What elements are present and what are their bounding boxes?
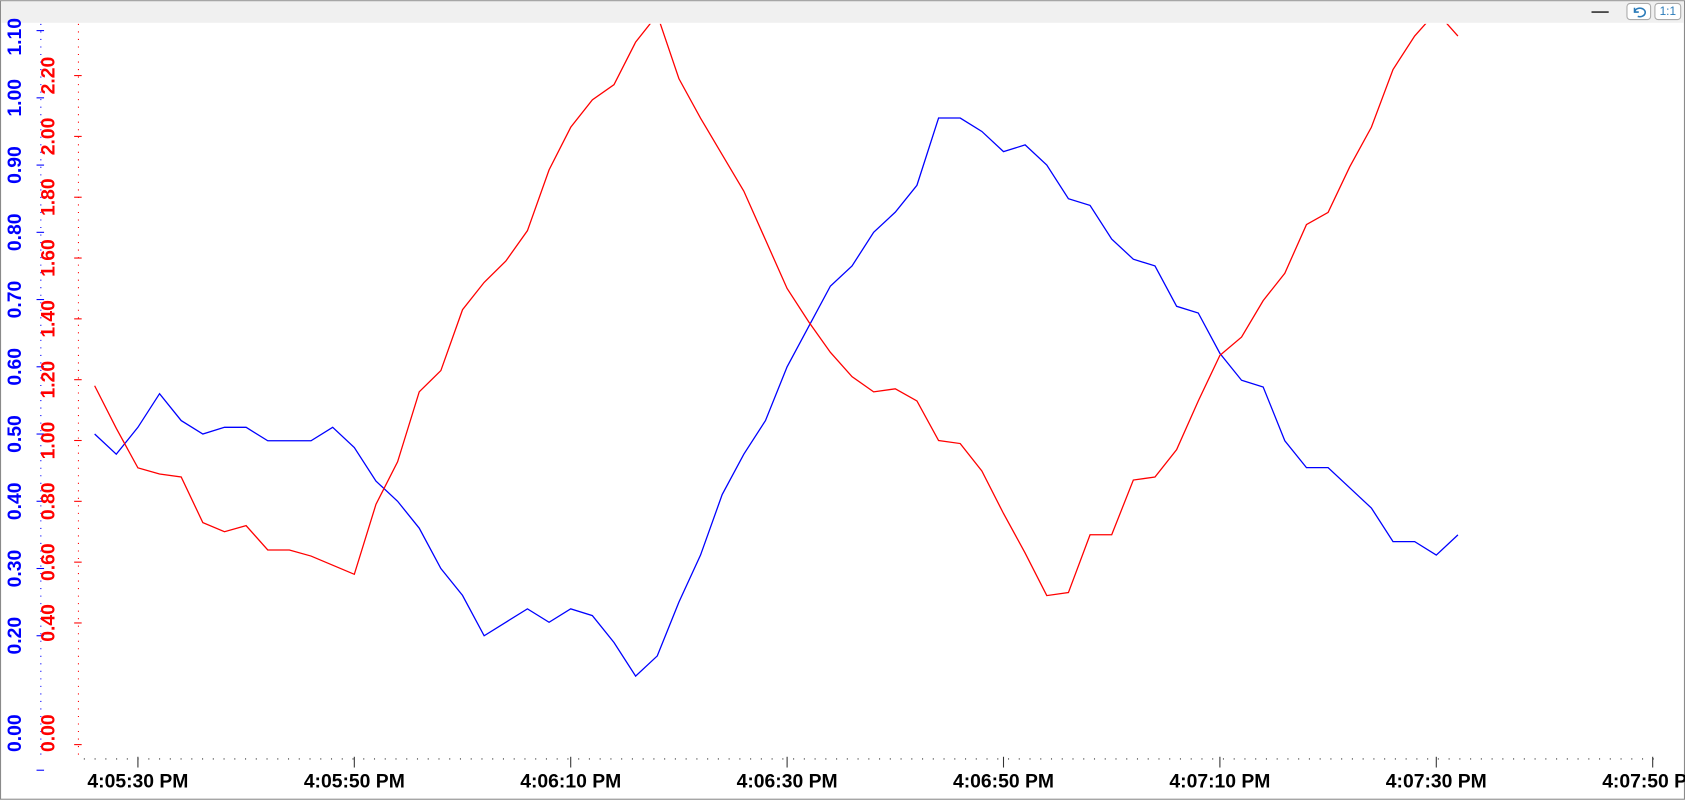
y2-tick-label: 0.40: [38, 604, 60, 642]
toolbar: [1, 1, 1684, 23]
x-tick-label: 4:05:30 PM: [87, 771, 188, 793]
y2-tick-label: 1.40: [38, 300, 60, 338]
y-tick-label: 0.60: [4, 348, 26, 386]
y-tick-label: 0.40: [4, 482, 26, 520]
y-tick-label: 1.00: [4, 79, 26, 117]
data-line: [94, 117, 1459, 678]
y2-tick-label: 1.20: [38, 361, 60, 399]
reset-label: 1:1: [1660, 4, 1676, 18]
y2-tick-label: 0.00: [38, 714, 60, 752]
y-tick-label: 0.20: [4, 617, 26, 655]
y-tick-label: 0.00: [4, 714, 26, 752]
x-tick-label: 4:07:30 PM: [1386, 771, 1487, 793]
x-tick-label: 4:07:10 PM: [1169, 771, 1270, 793]
y-tick-label: 0.70: [4, 281, 26, 319]
y2-tick-label: 1.80: [38, 178, 60, 216]
reset-button[interactable]: [1654, 2, 1682, 21]
y2-tick-label: 2.20: [38, 57, 60, 95]
y2-tick-label: 2.00: [38, 118, 60, 156]
y2-tick-label: 1.00: [38, 422, 60, 460]
y-tick-label: 0.50: [4, 415, 26, 453]
undo-icon: [1633, 7, 1646, 18]
x-tick-label: 4:06:50 PM: [953, 771, 1054, 793]
y-tick-label: 0.30: [4, 550, 26, 588]
y-tick-label: 0.90: [4, 146, 26, 184]
x-tick-label: 4:06:10 PM: [520, 771, 621, 793]
y2-tick-label: 0.60: [38, 543, 60, 581]
y-tick-label: 1.10: [4, 18, 26, 56]
y2-tick-label: 0.80: [38, 483, 60, 521]
x-tick-label: 4:06:30 PM: [737, 771, 838, 793]
data-line: [94, 23, 1459, 597]
y2-tick-label: 1.60: [38, 239, 60, 277]
y-tick-label: 0.80: [4, 214, 26, 252]
x-tick-label: 4:07:50 PM: [1602, 771, 1685, 793]
x-tick-label: 4:05:50 PM: [304, 771, 405, 793]
